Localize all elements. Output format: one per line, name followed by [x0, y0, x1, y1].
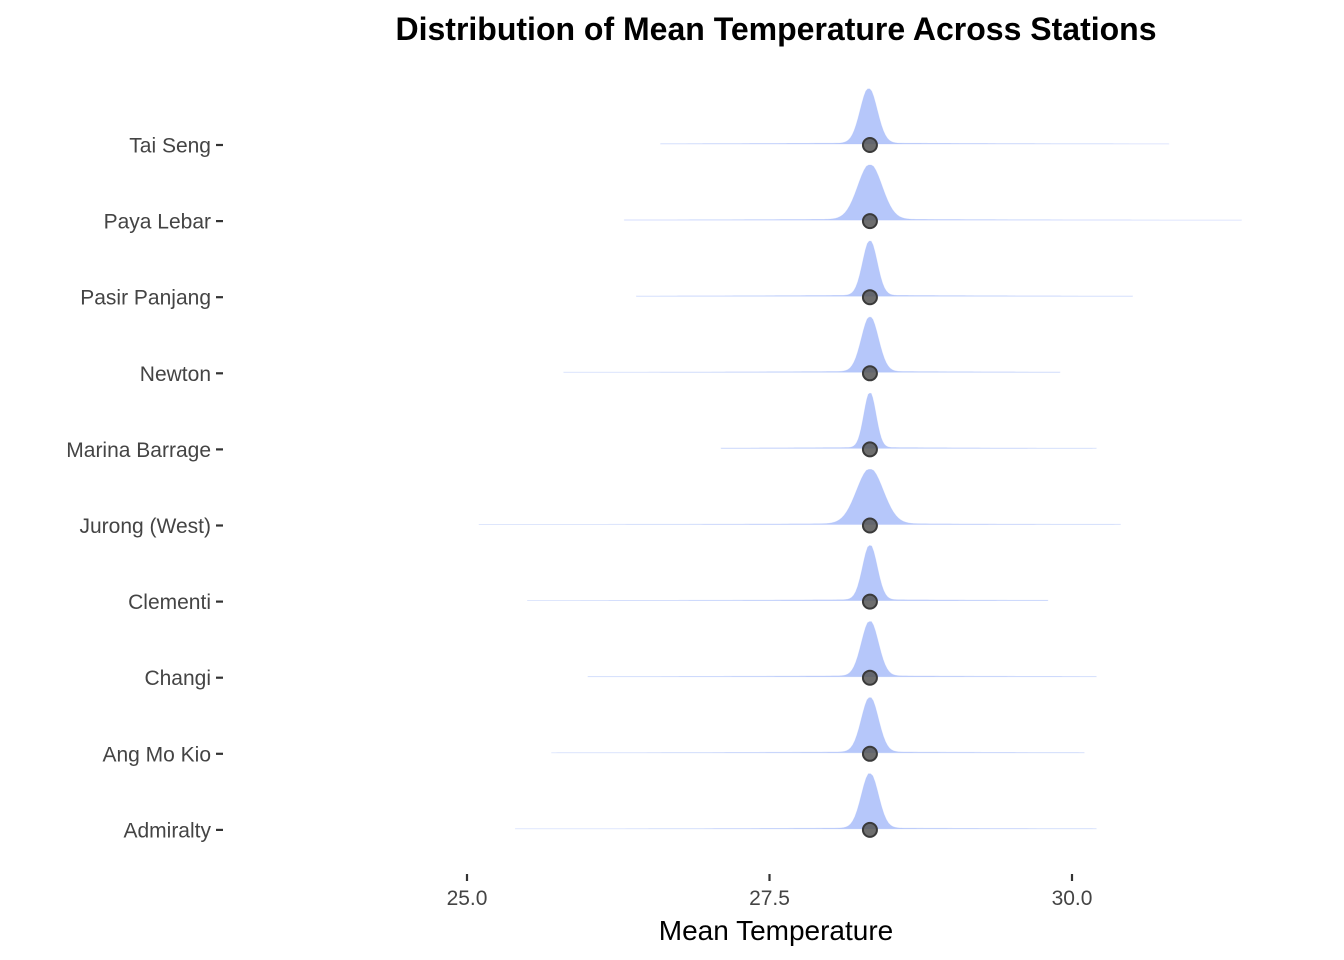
y-tick-label-marina-barrage: Marina Barrage — [66, 439, 211, 462]
mean-point-marina-barrage — [861, 441, 878, 458]
y-tick-label-tai-seng: Tai Seng — [129, 135, 211, 158]
x-tick-label-27-5: 27.5 — [749, 887, 790, 910]
x-axis: 25.0 27.5 30.0 — [447, 874, 1093, 910]
y-tick-label-newton: Newton — [140, 363, 211, 386]
ridge-pasir-panjang — [636, 240, 1133, 297]
y-tick-label-paya-lebar: Paya Lebar — [104, 211, 211, 234]
ridges-layer — [478, 88, 1242, 830]
y-tick-label-ang-mo-kio: Ang Mo Kio — [102, 743, 211, 766]
mean-point-paya-lebar — [861, 213, 878, 230]
ridge-admiralty — [515, 773, 1097, 830]
y-axis: Tai Seng Paya Lebar Pasir Panjang Newton Mar… — [66, 135, 223, 842]
ridge-paya-lebar — [623, 164, 1242, 221]
x-tick-label-30-0: 30.0 — [1052, 887, 1093, 910]
y-tick-label-admiralty: Admiralty — [123, 819, 211, 842]
chart-title: Distribution of Mean Temperature Across … — [396, 11, 1157, 47]
ridge-changi — [587, 621, 1097, 678]
ridge-tai-seng — [660, 88, 1170, 145]
ridge-jurong-west — [478, 469, 1121, 525]
mean-point-pasir-panjang — [861, 289, 878, 306]
ridge-marina-barrage — [720, 392, 1097, 449]
mean-point-admiralty — [861, 821, 878, 838]
y-tick-label-changi: Changi — [144, 667, 211, 690]
x-axis-title: Mean Temperature — [659, 915, 894, 946]
mean-point-clementi — [861, 593, 878, 610]
mean-point-jurong-west — [861, 517, 878, 534]
y-tick-label-pasir-panjang: Pasir Panjang — [80, 287, 211, 310]
mean-point-changi — [861, 669, 878, 686]
mean-point-ang-mo-kio — [861, 745, 878, 762]
y-tick-label-clementi: Clementi — [128, 591, 211, 614]
ridge-clementi — [527, 545, 1049, 601]
y-tick-label-jurong-west: Jurong (West) — [80, 515, 212, 538]
mean-point-newton — [861, 365, 878, 382]
mean-point-tai-seng — [861, 137, 878, 153]
x-tick-label-25-0: 25.0 — [447, 887, 488, 910]
ridge-newton — [563, 316, 1061, 373]
ridge-ang-mo-kio — [551, 697, 1085, 754]
mean-points-layer — [861, 137, 878, 838]
